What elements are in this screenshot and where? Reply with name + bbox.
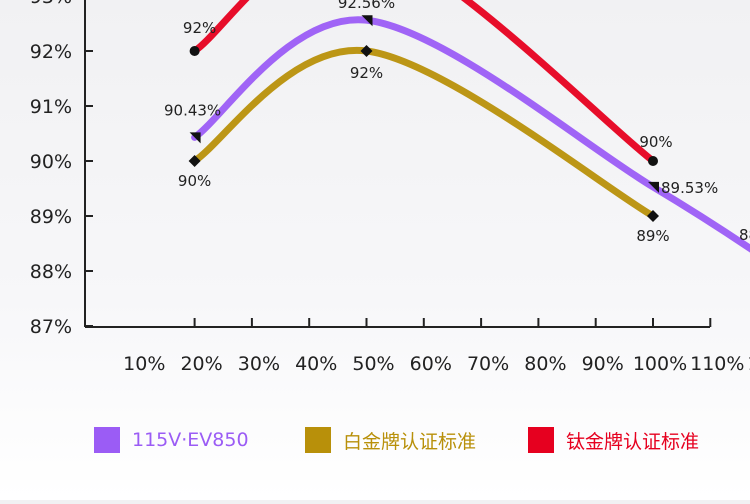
data-point-marker	[188, 155, 201, 167]
data-label: 89%	[636, 227, 669, 245]
legend-label: 钛金牌认证标准	[566, 430, 700, 453]
x-tick-label: 40%	[295, 353, 337, 375]
legend-swatch	[305, 427, 331, 453]
legend-swatch	[94, 427, 120, 453]
legend-item: 白金牌认证标准	[305, 427, 476, 453]
series-line	[191, 0, 657, 165]
x-tick-label: 10%	[123, 353, 165, 375]
legend-label: 115V·EV850	[132, 429, 249, 451]
x-tick-label: 70%	[467, 353, 509, 375]
x-tick-label: 100%	[633, 353, 687, 375]
data-label: 90.43%	[164, 101, 221, 119]
data-label: 92%	[350, 64, 383, 82]
series-line	[191, 16, 750, 253]
y-tick-label: 92%	[30, 41, 72, 63]
data-point-marker	[189, 46, 200, 56]
data-label: 90%	[178, 172, 211, 190]
x-tick-label: 120%	[747, 353, 750, 375]
y-tick-label: 90%	[30, 151, 72, 173]
legend-swatch	[528, 427, 554, 453]
series-line	[191, 47, 657, 220]
data-label: 92%	[183, 19, 216, 37]
data-label: 90%	[639, 133, 672, 151]
data-point-marker	[189, 132, 201, 144]
x-tick-label: 110%	[690, 353, 744, 375]
x-tick-label: 80%	[524, 353, 566, 375]
y-tick-label: 87%	[30, 316, 72, 338]
x-tick-label: 50%	[352, 353, 394, 375]
y-tick-label: 91%	[30, 96, 72, 118]
data-point-marker	[648, 156, 658, 166]
x-tick-label: 20%	[180, 353, 222, 375]
data-label: 92.56%	[338, 0, 395, 12]
data-point-marker	[647, 210, 659, 222]
plot-area: 92% 90% 90.43% 92.56% 89.53% 88.20% 90% 92% 89%	[164, 0, 750, 253]
legend-label: 白金牌认证标准	[343, 430, 477, 453]
x-tick-label: 90%	[582, 353, 624, 375]
y-tick-label: 89%	[30, 206, 72, 228]
data-label: 88.20%	[739, 226, 750, 244]
x-tick-label: 60%	[410, 353, 452, 375]
legend-item: 115V·EV850	[94, 427, 249, 453]
y-tick-label: 88%	[30, 261, 72, 283]
data-point-marker	[360, 45, 373, 57]
data-point-marker	[648, 181, 659, 193]
legend-item: 钛金牌认证标准	[528, 427, 699, 453]
data-label: 89.53%	[661, 179, 718, 197]
data-point-marker	[361, 15, 373, 27]
x-tick-label: 30%	[238, 353, 280, 375]
y-tick-label: 93%	[30, 0, 72, 8]
